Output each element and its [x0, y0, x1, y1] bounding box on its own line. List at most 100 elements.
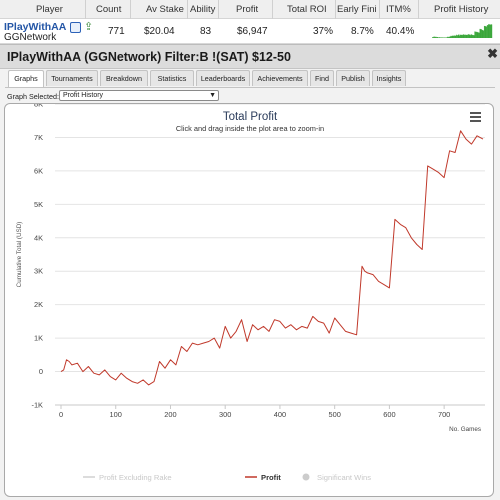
sparkline-bar	[459, 34, 461, 38]
graph-select-dropdown[interactable]: Profit History ▼	[59, 90, 219, 101]
sparkline-bar	[470, 35, 471, 38]
sparkline-bar	[437, 37, 439, 38]
tab-insights[interactable]: Insights	[372, 70, 406, 86]
x-tick-label: 0	[59, 410, 63, 419]
x-tick-label: 300	[219, 410, 231, 419]
sparkline-bar	[459, 35, 460, 38]
legend-item-label[interactable]: Significant Wins	[317, 473, 371, 482]
sparkline-bar	[491, 24, 493, 38]
window-titlebar[interactable]: IPlayWithAA (GGNetwork) Filter:B !(SAT) …	[0, 45, 500, 69]
sparkline-bar	[451, 36, 452, 38]
y-tick-label: -1K	[31, 401, 43, 410]
x-axis-label: No. Games	[449, 426, 481, 433]
sparkline-bar	[469, 34, 471, 38]
sparkline-bar	[467, 34, 469, 38]
col-header-profit[interactable]: Profit	[236, 4, 259, 15]
sparkline-bar	[445, 37, 447, 38]
tab-publish[interactable]: Publish	[336, 70, 370, 86]
tab-graphs[interactable]: Graphs	[8, 70, 44, 87]
sparkline-bar	[483, 30, 485, 38]
col-header-av-stake[interactable]: Av Stake	[146, 4, 184, 15]
sparkline-bar	[468, 34, 470, 38]
x-tick-label: 700	[438, 410, 450, 419]
legend-swatch	[302, 473, 310, 481]
sparkline-bar	[481, 29, 482, 38]
col-header-ability[interactable]: Ability	[190, 4, 216, 15]
player-name-link[interactable]: IPlayWithAA	[4, 21, 67, 33]
summary-header-row: Player Count Av Stake Ability Profit Tot…	[0, 0, 500, 19]
sparkline-bar	[471, 34, 473, 38]
sparkline-bar	[488, 24, 490, 38]
legend-item-label[interactable]: Profit	[261, 473, 281, 482]
ability-value: 83	[200, 26, 212, 37]
sparkline-bar	[466, 34, 468, 38]
sparkline-bar	[474, 31, 476, 38]
tab-divider	[5, 87, 495, 88]
sparkline-bar	[439, 37, 441, 38]
sparkline-bar	[463, 34, 465, 38]
sparkline-bar	[480, 29, 482, 38]
col-header-itm[interactable]: ITM%	[386, 4, 411, 15]
close-icon[interactable]: ✖	[487, 46, 498, 61]
sparkline-bar	[446, 37, 448, 38]
y-tick-label: 0	[39, 367, 43, 376]
sparkline-bar	[432, 37, 434, 38]
av-stake-value: $20.04	[144, 26, 175, 37]
sparkline-bar	[485, 26, 487, 38]
chevron-down-icon: ▼	[209, 92, 216, 99]
tab-breakdown[interactable]: Breakdown	[100, 70, 148, 86]
graph-select-value: Profit History	[63, 92, 104, 99]
sparkline-bar	[460, 34, 462, 38]
export-icon[interactable]	[70, 22, 81, 33]
sparkline-bar	[489, 24, 490, 38]
sparkline-bar	[487, 25, 489, 38]
sparkline-bar	[464, 34, 466, 38]
col-header-count[interactable]: Count	[96, 4, 122, 15]
tab-statistics[interactable]: Statistics	[150, 70, 194, 86]
sparkline-bar	[486, 26, 488, 38]
sparkline-bar	[465, 34, 467, 38]
sparkline-bar	[482, 30, 484, 38]
x-tick-label: 200	[164, 410, 176, 419]
col-header-profit-history[interactable]: Profit History	[434, 4, 489, 15]
tab-tournaments[interactable]: Tournaments	[46, 70, 98, 86]
col-header-total-roi[interactable]: Total ROI	[287, 4, 327, 15]
sparkline-bar	[472, 35, 474, 38]
sparkline-bar	[476, 31, 478, 38]
sparkline-bar	[447, 36, 449, 38]
sparkline-bar	[489, 24, 491, 38]
sparkline-bar	[490, 24, 492, 38]
sparkline-bar	[445, 37, 447, 38]
y-tick-label: 6K	[34, 166, 43, 175]
chart-panel[interactable]: Total Profit Click and drag inside the pl…	[4, 103, 494, 497]
sparkline-bar	[442, 37, 444, 38]
y-axis-label: Cumulative Total (USD)	[16, 222, 23, 288]
player-detail-window: IPlayWithAA (GGNetwork) Filter:B !(SAT) …	[0, 44, 500, 500]
pin-icon[interactable]: ⇪	[84, 21, 94, 33]
profit-value: $6,947	[237, 26, 268, 37]
sparkline-bar	[479, 28, 481, 38]
window-title: IPlayWithAA (GGNetwork) Filter:B !(SAT) …	[7, 50, 291, 64]
x-tick-label: 400	[274, 410, 286, 419]
col-header-early-fini[interactable]: Early Fini	[337, 4, 377, 15]
sparkline-bar	[461, 34, 463, 38]
sparkline-bar	[441, 37, 443, 38]
tab-leaderboards[interactable]: Leaderboards	[196, 70, 250, 86]
chart-subtitle: Click and drag inside the plot area to z…	[176, 124, 324, 133]
sparkline-bar	[449, 36, 451, 38]
tab-find[interactable]: Find	[310, 70, 334, 86]
col-header-player[interactable]: Player	[36, 4, 63, 15]
sparkline-bar	[433, 36, 435, 38]
sparkline-bar	[478, 32, 480, 38]
legend-item-label[interactable]: Profit Excluding Rake	[99, 473, 172, 482]
y-tick-label: 8K	[34, 104, 43, 109]
sparkline-bar	[462, 34, 464, 38]
tab-achievements[interactable]: Achievements	[252, 70, 308, 86]
sparkline-bar	[443, 37, 445, 38]
profit-history-sparkline[interactable]	[430, 22, 494, 40]
itm-value: 40.4%	[386, 26, 415, 37]
sparkline-bar	[442, 37, 444, 38]
hamburger-menu-icon[interactable]	[470, 112, 481, 122]
total-roi-value: 37%	[313, 26, 334, 37]
